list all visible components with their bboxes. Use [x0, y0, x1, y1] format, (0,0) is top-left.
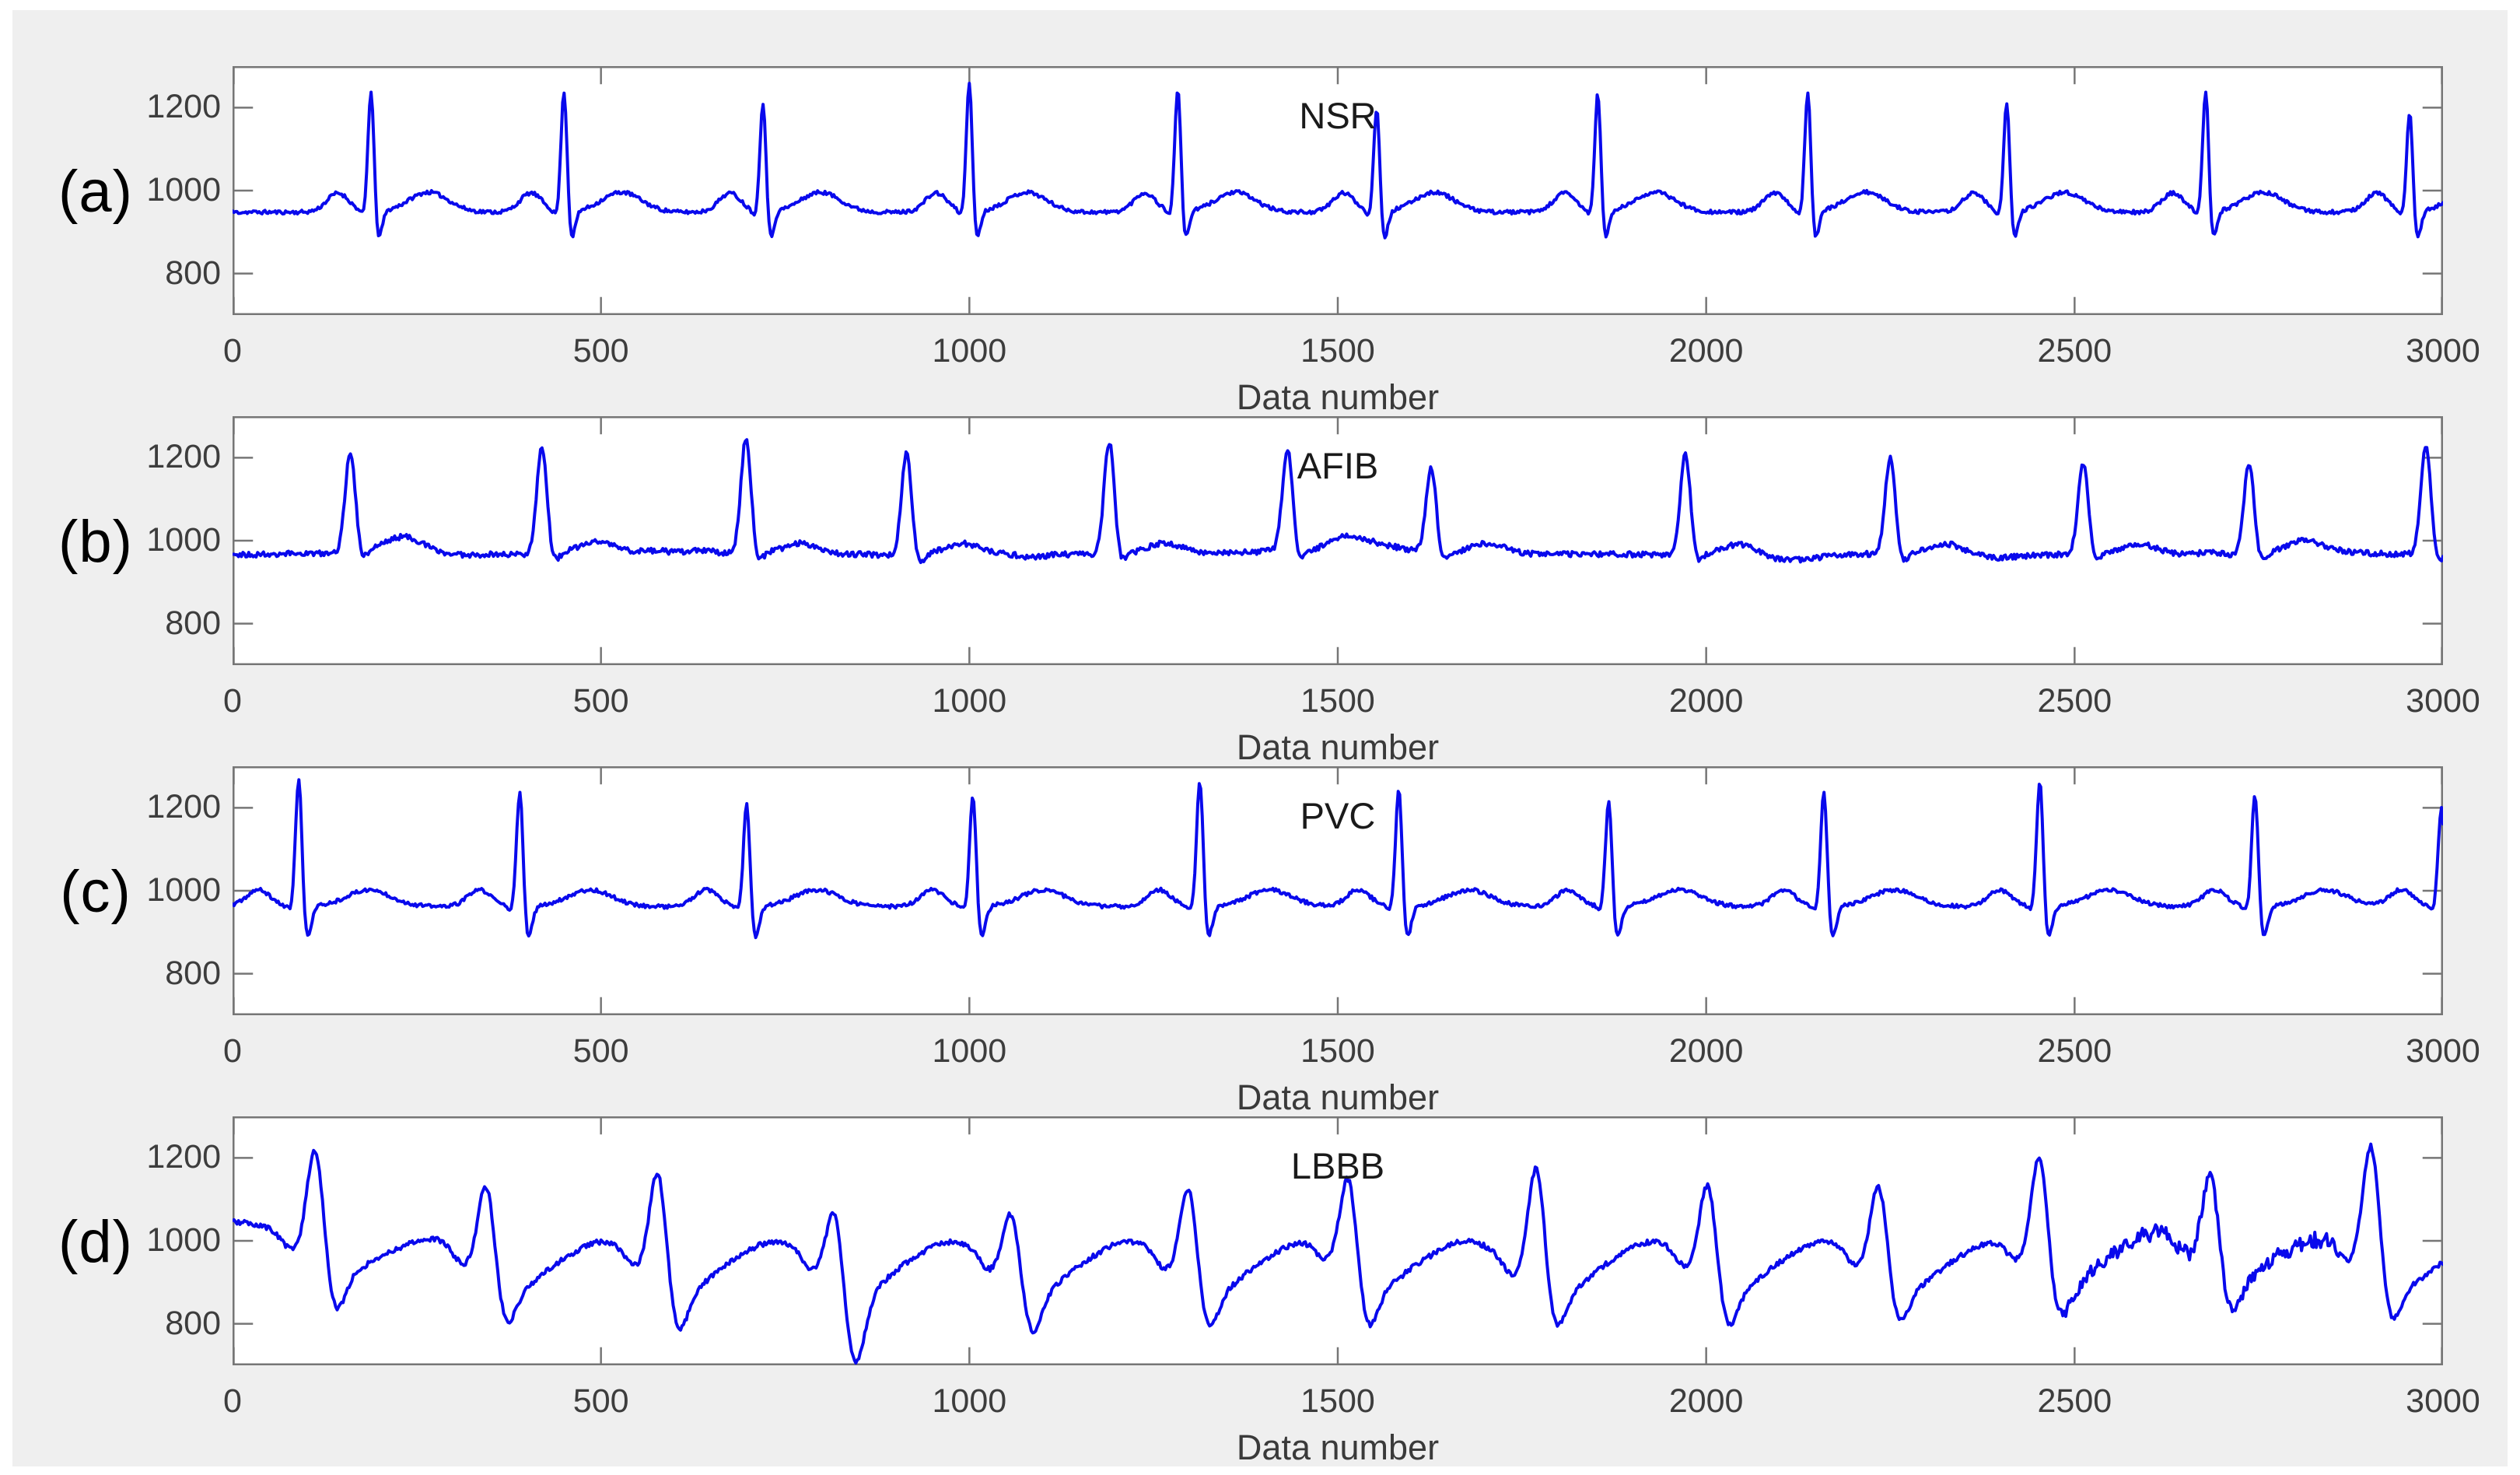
ecg-panel-c: (c) PVC Data number 1200 1000 800 0 500 1000 1…: [12, 766, 2520, 1117]
x-tick-label: 500: [572, 332, 629, 370]
x-tick-label: 3000: [2406, 682, 2480, 720]
x-tick-label: 1500: [1300, 332, 1375, 370]
panel-label-a: (a): [58, 159, 133, 225]
x-tick-label: 2000: [1668, 1032, 1744, 1070]
x-tick-label: 3000: [2406, 332, 2480, 370]
x-tick-label: 1500: [1300, 1382, 1375, 1420]
x-tick-label: 1500: [1300, 1032, 1375, 1070]
ecg-trace-pvc: [233, 778, 2443, 940]
x-tick-label: 0: [223, 332, 242, 370]
x-tick-label: 2500: [2037, 332, 2112, 370]
y-tick-label: 1200: [146, 438, 221, 476]
y-tick-label: 800: [165, 1304, 221, 1342]
x-tick-label: 2500: [2037, 1032, 2112, 1070]
y-tick-label: 1000: [146, 171, 221, 208]
ecg-trace-afib: [233, 438, 2443, 565]
x-tick-label: 0: [223, 682, 242, 720]
plot-title-afib: AFIB: [1297, 445, 1379, 486]
x-axis-label: Data number: [1236, 1077, 1440, 1117]
y-tick-label: 1000: [146, 1221, 221, 1259]
x-tick-label: 1000: [932, 332, 1007, 370]
y-tick-label: 1200: [146, 1138, 221, 1176]
x-tick-label: 2500: [2037, 682, 2112, 720]
x-tick-label: 1000: [932, 1032, 1007, 1070]
x-tick-label: 3000: [2406, 1032, 2480, 1070]
x-axis-label: Data number: [1236, 1428, 1440, 1467]
panel-label-d: (d): [58, 1209, 133, 1275]
x-tick-label: 500: [572, 1032, 629, 1070]
x-tick-label: 2500: [2037, 1382, 2112, 1420]
x-tick-label: 3000: [2406, 1382, 2480, 1420]
x-axis-label: Data number: [1236, 727, 1440, 767]
y-tick-label: 800: [165, 604, 221, 642]
x-tick-label: 1000: [932, 682, 1007, 720]
plot-title-pvc: PVC: [1300, 795, 1376, 836]
plot-title-lbbb: LBBB: [1290, 1145, 1385, 1186]
x-tick-label: 2000: [1668, 682, 1744, 720]
y-tick-label: 1200: [146, 88, 221, 126]
plot-title-nsr: NSR: [1299, 95, 1377, 136]
y-tick-label: 1000: [146, 871, 221, 909]
ecg-panel-b: (b) AFIB Data number 1200 1000 800 0 500 1000…: [12, 416, 2520, 767]
x-tick-label: 500: [572, 682, 629, 720]
x-tick-label: 2000: [1668, 332, 1744, 370]
ecg-plot-nsr: [233, 66, 2443, 315]
ecg-plot-pvc: [233, 766, 2443, 1015]
ecg-plot-lbbb: [233, 1116, 2443, 1365]
y-tick-label: 1000: [146, 521, 221, 559]
x-tick-label: 0: [223, 1032, 242, 1070]
ecg-panel-a: (a) NSR Data number 1200 1000 800 0 500 1000 1…: [12, 66, 2520, 417]
x-tick-label: 0: [223, 1382, 242, 1420]
x-tick-label: 500: [572, 1382, 629, 1420]
panel-label-c: (c): [60, 859, 131, 925]
ecg-trace-lbbb: [233, 1142, 2443, 1365]
x-tick-label: 1000: [932, 1382, 1007, 1420]
x-tick-label: 2000: [1668, 1382, 1744, 1420]
y-tick-label: 800: [165, 954, 221, 992]
figure-background: (a) NSR Data number 1200 1000 800 0 500 1000 1…: [12, 10, 2508, 1467]
ecg-panel-d: (d) LBBB Data number 1200 1000 800 0 500 1000…: [12, 1116, 2520, 1467]
x-tick-label: 1500: [1300, 682, 1375, 720]
y-tick-label: 800: [165, 254, 221, 292]
ecg-plot-afib: [233, 416, 2443, 665]
panel-label-b: (b): [58, 509, 133, 575]
y-tick-label: 1200: [146, 788, 221, 826]
x-axis-label: Data number: [1236, 377, 1440, 417]
ecg-trace-nsr: [233, 82, 2443, 240]
